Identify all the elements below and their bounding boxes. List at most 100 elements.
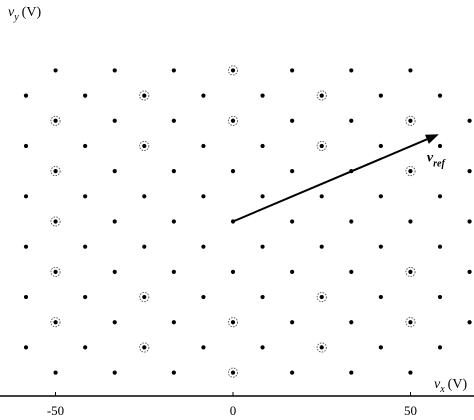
lattice-point bbox=[349, 219, 354, 224]
lattice-point bbox=[260, 143, 265, 149]
lattice-point bbox=[290, 219, 295, 224]
lattice-point bbox=[408, 118, 413, 123]
lattice-point bbox=[437, 345, 443, 350]
highlight-ring bbox=[139, 140, 150, 151]
lattice-point bbox=[378, 143, 383, 149]
lattice-point bbox=[349, 370, 354, 375]
highlight-ring bbox=[50, 266, 61, 277]
lattice-point bbox=[290, 118, 295, 123]
x-tick-label: 50 bbox=[404, 403, 417, 418]
lattice-point bbox=[319, 294, 324, 300]
lattice-point bbox=[467, 320, 472, 325]
highlight-ring bbox=[405, 115, 416, 126]
lattice-point bbox=[467, 118, 472, 123]
lattice-point bbox=[112, 219, 117, 224]
lattice-point bbox=[23, 93, 29, 98]
lattice-point bbox=[260, 194, 265, 199]
lattice-point bbox=[230, 320, 236, 325]
highlight-ring bbox=[405, 266, 416, 277]
lattice-point bbox=[23, 194, 29, 199]
highlight-ring bbox=[50, 166, 61, 177]
x-axis-label: vx (V) bbox=[434, 377, 467, 395]
lattice-point bbox=[290, 269, 295, 274]
x-tick-label: -50 bbox=[47, 403, 64, 418]
lattice-point bbox=[201, 93, 206, 98]
lattice-points bbox=[23, 68, 472, 375]
vref-label: vref bbox=[427, 150, 447, 169]
lattice-point bbox=[83, 345, 88, 350]
lattice-point bbox=[319, 244, 324, 249]
lattice-point bbox=[53, 370, 58, 375]
lattice-point bbox=[349, 320, 354, 325]
lattice-point bbox=[53, 320, 58, 325]
lattice-point bbox=[408, 370, 413, 375]
lattice-point bbox=[112, 169, 117, 174]
vref-arrowhead bbox=[424, 134, 439, 144]
lattice-point bbox=[171, 219, 176, 224]
lattice-point bbox=[201, 194, 206, 199]
lattice-point bbox=[319, 194, 324, 199]
lattice-point bbox=[290, 320, 295, 325]
highlight-ring bbox=[316, 342, 327, 353]
lattice-point bbox=[53, 219, 58, 224]
lattice-point bbox=[260, 93, 265, 98]
lattice-point bbox=[437, 93, 443, 98]
lattice-point bbox=[437, 294, 443, 300]
lattice-point bbox=[349, 118, 354, 123]
axes: -100-50050100-100-50050100 bbox=[0, 392, 474, 418]
lattice-point bbox=[467, 169, 472, 174]
lattice-point bbox=[171, 68, 176, 73]
lattice-point bbox=[290, 169, 295, 174]
lattice-point bbox=[201, 294, 206, 300]
lattice-point bbox=[290, 68, 295, 73]
vref-vector bbox=[232, 134, 439, 223]
highlight-ring bbox=[139, 90, 150, 101]
lattice-point bbox=[378, 194, 383, 199]
lattice-point bbox=[230, 169, 236, 174]
lattice-point bbox=[142, 93, 147, 98]
lattice-point bbox=[23, 345, 29, 350]
lattice-point bbox=[437, 143, 443, 149]
lattice-point bbox=[53, 269, 58, 274]
lattice-point bbox=[260, 244, 265, 249]
lattice-point bbox=[53, 118, 58, 123]
lattice-point bbox=[319, 93, 324, 98]
lattice-point bbox=[142, 143, 147, 149]
highlight-rings bbox=[50, 65, 416, 378]
lattice-point bbox=[171, 169, 176, 174]
lattice-point bbox=[23, 244, 29, 249]
lattice-point bbox=[408, 219, 413, 224]
lattice-point bbox=[230, 68, 236, 73]
lattice-point bbox=[467, 269, 472, 274]
lattice-point bbox=[408, 169, 413, 174]
highlight-ring bbox=[316, 90, 327, 101]
lattice-point bbox=[408, 320, 413, 325]
lattice-point bbox=[83, 143, 88, 149]
highlight-ring bbox=[50, 317, 61, 328]
lattice-point bbox=[319, 345, 324, 350]
lattice-point bbox=[260, 294, 265, 300]
lattice-point bbox=[112, 320, 117, 325]
lattice-point bbox=[23, 294, 29, 300]
lattice-point bbox=[230, 269, 236, 274]
highlight-ring bbox=[316, 140, 327, 151]
vref-shaft bbox=[232, 138, 428, 223]
lattice-point bbox=[349, 269, 354, 274]
lattice-point bbox=[201, 143, 206, 149]
lattice-point bbox=[83, 294, 88, 300]
lattice-point bbox=[201, 345, 206, 350]
lattice-point bbox=[171, 320, 176, 325]
lattice-point bbox=[201, 244, 206, 249]
lattice-point bbox=[171, 118, 176, 123]
highlight-ring bbox=[227, 317, 239, 328]
lattice-point bbox=[437, 244, 443, 249]
lattice-point bbox=[171, 370, 176, 375]
lattice-point bbox=[53, 169, 58, 174]
lattice-point bbox=[437, 194, 443, 199]
lattice-point bbox=[319, 143, 324, 149]
highlight-ring bbox=[405, 317, 416, 328]
lattice-point bbox=[112, 118, 117, 123]
lattice-point bbox=[230, 370, 236, 375]
highlight-ring bbox=[139, 292, 150, 303]
